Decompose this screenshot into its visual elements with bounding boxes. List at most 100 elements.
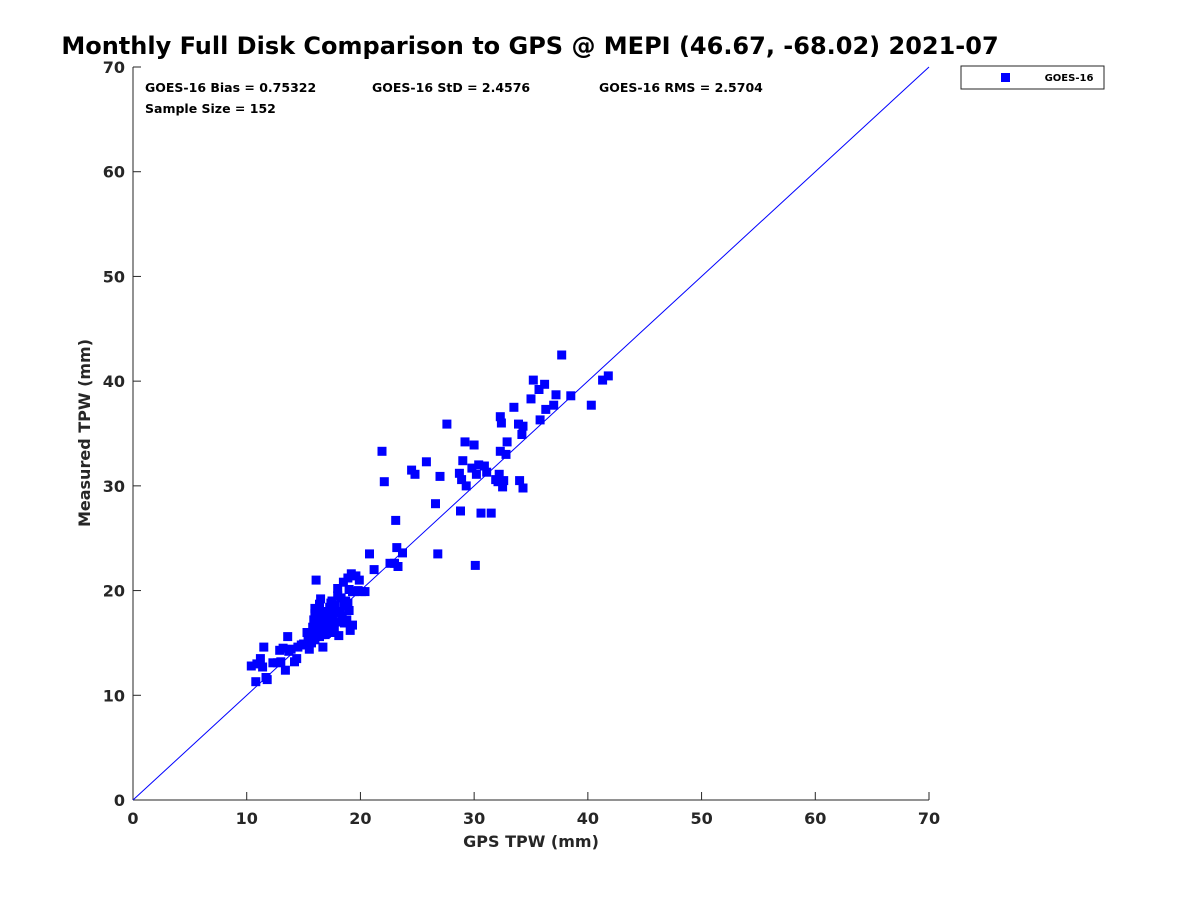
data-point <box>486 508 496 518</box>
data-point <box>303 633 313 643</box>
x-axis-label: GPS TPW (mm) <box>463 832 599 851</box>
data-point <box>518 421 528 431</box>
data-point <box>340 618 349 628</box>
legend-marker <box>1001 73 1010 82</box>
chart-title: Monthly Full Disk Comparison to GPS @ ME… <box>61 32 998 60</box>
data-point <box>246 661 256 671</box>
data-point <box>313 617 323 627</box>
data-point <box>435 471 445 481</box>
data-point <box>348 620 357 630</box>
data-point <box>255 654 265 664</box>
x-tick-label: 50 <box>690 809 712 828</box>
stat-bias: GOES-16 Bias = 0.75322 <box>145 80 316 95</box>
y-tick-label: 0 <box>114 791 125 810</box>
data-point <box>286 644 296 654</box>
data-point <box>515 476 525 486</box>
data-point <box>304 644 314 654</box>
data-point <box>365 549 374 559</box>
data-point <box>461 481 471 491</box>
x-tick-label: 40 <box>577 809 599 828</box>
data-point <box>454 468 464 478</box>
plot-axes <box>132 66 930 801</box>
data-point <box>509 402 519 412</box>
y-tick-label: 10 <box>103 686 125 705</box>
legend-label-goes-16: GOES-16 <box>1045 73 1094 84</box>
data-point <box>501 449 511 459</box>
data-point <box>535 415 545 425</box>
data-point <box>495 412 505 422</box>
legend: GOES-16 <box>960 65 1105 90</box>
data-point <box>471 469 481 479</box>
data-point <box>517 430 527 439</box>
data-point <box>540 379 550 389</box>
data-point <box>316 594 326 604</box>
data-point <box>474 460 484 470</box>
data-point <box>479 461 489 471</box>
y-tick-label: 50 <box>103 267 125 286</box>
data-point <box>320 630 330 640</box>
data-point <box>311 575 321 585</box>
x-tick-label: 30 <box>463 809 485 828</box>
data-point <box>557 350 567 360</box>
data-point <box>603 371 613 381</box>
data-point <box>327 617 337 627</box>
data-point <box>496 418 506 428</box>
data-point <box>470 560 480 570</box>
data-point <box>302 628 312 637</box>
data-point <box>586 400 596 410</box>
data-point <box>315 599 324 609</box>
data-point <box>350 587 360 597</box>
data-point <box>252 659 262 669</box>
data-point <box>259 642 269 652</box>
y-axis-label: Measured TPW (mm) <box>75 339 94 527</box>
data-point <box>276 657 286 667</box>
data-point <box>421 457 431 467</box>
data-point <box>334 631 344 641</box>
data-point <box>541 404 551 414</box>
data-point <box>326 598 336 608</box>
data-point <box>493 477 503 487</box>
y-tick-label: 40 <box>103 372 125 391</box>
x-tick-label: 60 <box>804 809 826 828</box>
data-point <box>549 400 559 410</box>
data-point <box>344 585 354 594</box>
data-point <box>354 575 364 585</box>
y-tick-label: 20 <box>103 582 125 601</box>
tick-labels: 0 10 20 30 40 50 60 70 0 10 20 30 40 50 60 70 <box>103 58 940 828</box>
data-point <box>410 469 420 479</box>
data-point <box>431 499 440 509</box>
data-point <box>333 584 343 593</box>
data-point <box>495 446 505 456</box>
data-point <box>379 477 389 487</box>
data-point <box>457 475 467 485</box>
y-tick-label: 70 <box>103 58 125 77</box>
data-point <box>433 549 443 559</box>
data-point <box>333 591 343 601</box>
data-point <box>551 390 561 400</box>
data-point <box>534 385 544 394</box>
legend-box <box>960 65 1105 90</box>
reference-line <box>132 66 930 801</box>
data-point <box>344 606 354 615</box>
data-point <box>337 611 347 621</box>
x-tick-label: 20 <box>349 809 371 828</box>
stat-rms: GOES-16 RMS = 2.5704 <box>599 80 763 95</box>
data-point <box>310 635 320 645</box>
data-point <box>262 675 272 685</box>
x-tick-label: 0 <box>127 809 138 828</box>
series-goes-16-points <box>246 350 613 687</box>
data-point <box>391 515 401 525</box>
data-point <box>292 654 302 664</box>
data-point <box>318 642 328 652</box>
data-point <box>442 419 452 429</box>
y-tick-label: 30 <box>103 477 125 496</box>
data-point <box>469 440 479 450</box>
data-point <box>476 508 486 518</box>
one-to-one-line <box>132 66 930 801</box>
data-point <box>526 394 536 404</box>
x-tick-label: 70 <box>918 809 940 828</box>
data-point <box>598 375 608 385</box>
data-point <box>345 625 355 635</box>
data-point <box>377 446 387 456</box>
